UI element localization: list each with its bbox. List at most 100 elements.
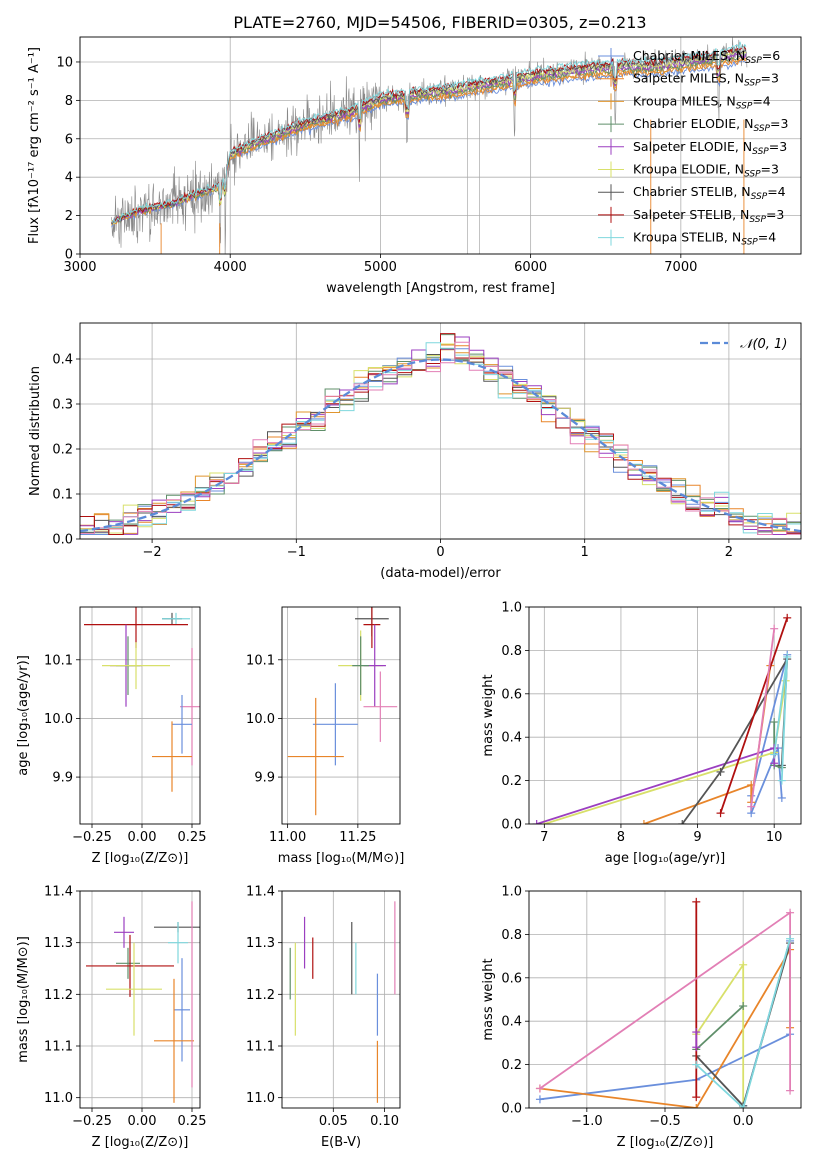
- mass-weight-series-line: [719, 617, 789, 814]
- data-point: [174, 958, 190, 1062]
- x-tick-label: 7000: [664, 260, 697, 275]
- data-point: [154, 978, 194, 1103]
- axes-frame: [528, 890, 802, 1109]
- y-tick-label: 11.3: [246, 936, 275, 951]
- mass-weight-vs-age-plot-area: [532, 613, 792, 824]
- y-tick-label: 10.1: [246, 653, 275, 668]
- x-tick-label: 1: [581, 545, 589, 560]
- y-tick-label: 0.2: [501, 1058, 522, 1073]
- legend-label: 𝒩(0, 1): [740, 337, 787, 352]
- data-point: [152, 721, 192, 792]
- y-tick-label: 10.0: [44, 712, 73, 727]
- y-tick-label: 0.4: [501, 1015, 522, 1030]
- y-tick-label: 0.4: [501, 731, 522, 746]
- x-tick-label: 7: [540, 830, 548, 845]
- x-axis-label: Z [log₁₀(Z/Z⊙)]: [617, 1135, 714, 1150]
- y-tick-label: 0.0: [501, 1102, 522, 1117]
- x-tick-label: 0.00: [128, 1114, 157, 1129]
- y-tick-label: 11.2: [246, 988, 275, 1003]
- age-vs-mass-plot-area: [287, 607, 398, 816]
- y-axis-label: Normed distribution: [28, 366, 43, 496]
- x-tick-label: 0: [436, 545, 444, 560]
- data-point: [287, 697, 344, 816]
- data-point: [102, 642, 170, 690]
- y-tick-label: 11.0: [246, 1091, 275, 1106]
- y-axis-label: mass weight: [481, 958, 496, 1040]
- y-tick-label: 0.2: [501, 774, 522, 789]
- y-tick-label: 1.0: [501, 885, 522, 900]
- data-point: [172, 694, 192, 754]
- y-tick-label: 8: [65, 94, 73, 109]
- x-tick-label: 4000: [214, 260, 247, 275]
- age-vs-Z-plot-area: [84, 607, 200, 792]
- x-tick-label: 0.10: [370, 1114, 399, 1129]
- x-axis-label: age [log₁₀(age/yr)]: [605, 851, 726, 866]
- y-tick-label: 11.2: [44, 988, 73, 1003]
- x-tick-label: −0.5: [649, 1114, 681, 1129]
- data-point: [116, 947, 140, 979]
- y-tick-label: 11.1: [246, 1040, 275, 1055]
- x-tick-label: −2: [143, 545, 162, 560]
- y-tick-label: 9.9: [52, 771, 73, 786]
- y-tick-label: 0.0: [52, 533, 73, 548]
- x-axis-label: Z [log₁₀(Z/Z⊙)]: [92, 851, 189, 866]
- axes-frame: [281, 890, 401, 1109]
- data-point: [312, 683, 358, 766]
- y-tick-label: 6: [65, 132, 73, 147]
- x-tick-label: 11.00: [269, 830, 306, 845]
- y-tick-label: 10.1: [44, 653, 73, 668]
- x-axis-label: mass [log₁₀(M/M⊙)]: [278, 851, 405, 866]
- x-tick-label: 0.25: [178, 1114, 207, 1129]
- spectrum-plot-area: [111, 37, 748, 254]
- x-tick-label: 11.25: [339, 830, 376, 845]
- age-vs-Z-axes: −0.25 0.00 0.25 9.9 10.0 10.1 Z [log₁₀(Z/Z⊙)] a…: [16, 606, 207, 866]
- y-axis-label: age [log₁₀(age/yr)]: [16, 655, 31, 776]
- y-axis-label: mass [log₁₀(M/M⊙)]: [16, 936, 31, 1063]
- y-tick-label: 0.6: [501, 687, 522, 702]
- y-tick-label: 0.4: [52, 353, 73, 368]
- x-tick-label: 8: [617, 830, 625, 845]
- x-tick-label: −1: [287, 545, 306, 560]
- residuals-plot-area: [80, 333, 801, 535]
- x-tick-label: −0.25: [72, 830, 112, 845]
- y-axis-label: Flux [fλ10⁻¹⁷ erg cm⁻² s⁻¹ A⁻¹]: [27, 47, 42, 244]
- axes-frame: [281, 606, 401, 825]
- data-point: [352, 636, 370, 695]
- data-point: [162, 612, 190, 625]
- legend-label: Kroupa STELIB, NSSP=4: [633, 230, 776, 248]
- normal-distribution-curve: [80, 358, 801, 533]
- axes-frame: [528, 606, 802, 825]
- mass-vs-Z-plot-area: [86, 901, 200, 1103]
- residuals-axes: −2 −1 0 1 2 0.0 0.1 0.2 0.3 0.4 (data-model)/error…: [28, 322, 802, 581]
- mass-weight-series-line: [750, 628, 776, 807]
- x-tick-label: 0.0: [733, 1114, 754, 1129]
- y-tick-label: 4: [65, 171, 73, 186]
- y-tick-label: 1.0: [501, 601, 522, 616]
- mass-weight-series-line: [773, 656, 789, 781]
- data-point: [84, 607, 188, 649]
- y-tick-label: 11.1: [44, 1040, 73, 1055]
- figure-title: PLATE=2760, MJD=54506, FIBERID=0305, z=0…: [233, 13, 646, 32]
- x-tick-label: 0.25: [178, 830, 207, 845]
- x-axis-label: (data-model)/error: [380, 566, 501, 581]
- legend-label: Chabrier ELODIE, NSSP=3: [633, 116, 788, 134]
- legend-label: Salpeter STELIB, NSSP=3: [633, 207, 784, 225]
- y-tick-label: 2: [65, 209, 73, 224]
- model-spectrum-line: [111, 55, 747, 226]
- data-point: [106, 942, 162, 1036]
- y-tick-label: 11.4: [246, 885, 275, 900]
- x-tick-label: 6000: [514, 260, 547, 275]
- spectrum-axes: 3000 4000 5000 6000 7000 0 2 4 6 8 10 wavelength [A…: [27, 36, 802, 296]
- y-tick-label: 10.0: [246, 712, 275, 727]
- y-tick-label: 0.6: [501, 971, 522, 986]
- mass-vs-Z-axes: −0.25 0.00 0.25 11.0 11.1 11.2 11.3 11.4 Z [log₁…: [16, 885, 206, 1151]
- data-point: [363, 607, 381, 649]
- x-tick-label: 10: [766, 830, 783, 845]
- mass-weight-vs-Z-plot-area: [535, 897, 795, 1108]
- x-tick-label: 5000: [364, 260, 397, 275]
- legend-label: Salpeter MILES, NSSP=3: [633, 71, 779, 89]
- x-tick-label: 0.05: [319, 1114, 348, 1129]
- data-point: [168, 922, 188, 964]
- x-axis-label: Z [log₁₀(Z/Z⊙)]: [92, 1135, 189, 1150]
